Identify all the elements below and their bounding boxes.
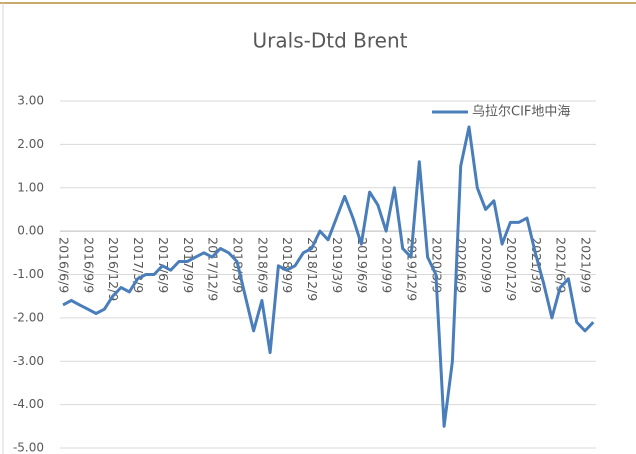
x-tick-label: 2017/9/9 [181,237,196,293]
y-tick-label: 1.00 [17,180,44,194]
y-tick-label: -3.00 [13,354,44,368]
y-tick-label: -5.00 [13,441,44,454]
chart-title: Urals-Dtd Brent [253,29,408,53]
x-tick-label: 2018/9/9 [280,237,295,293]
x-tick-label: 2021/9/9 [579,237,594,293]
x-tick-label: 2019/6/9 [355,237,370,293]
x-tick-label: 2018/12/9 [305,237,320,301]
x-tick-label: 2020/12/9 [504,237,519,301]
x-tick-label: 2019/3/9 [330,237,345,293]
y-tick-label: 0.00 [17,224,44,238]
x-tick-label: 2016/12/9 [106,237,121,301]
y-tick-label: 2.00 [17,137,44,151]
x-tick-label: 2019/9/9 [380,237,395,293]
data-line [62,125,595,428]
x-tick-label: 2021/6/9 [554,237,569,293]
y-tick-label: -1.00 [13,267,44,281]
x-tick-label: 2021/3/9 [529,237,544,293]
x-tick-label: 2018/6/9 [255,237,270,293]
y-tick-label: 3.00 [17,94,44,108]
x-tick-label: 2017/12/9 [206,237,221,301]
legend-label: 乌拉尔CIF地中海 [472,104,570,120]
x-tick-label: 2020/3/9 [429,237,444,293]
y-tick-label: -4.00 [13,397,44,411]
x-tick-label: 2020/9/9 [479,237,494,293]
x-tick-label: 2017/3/9 [131,237,146,293]
y-tick-label: -2.00 [13,310,44,324]
x-tick-label: 2016/6/9 [57,237,72,293]
x-tick-label: 2016/9/9 [81,237,96,293]
